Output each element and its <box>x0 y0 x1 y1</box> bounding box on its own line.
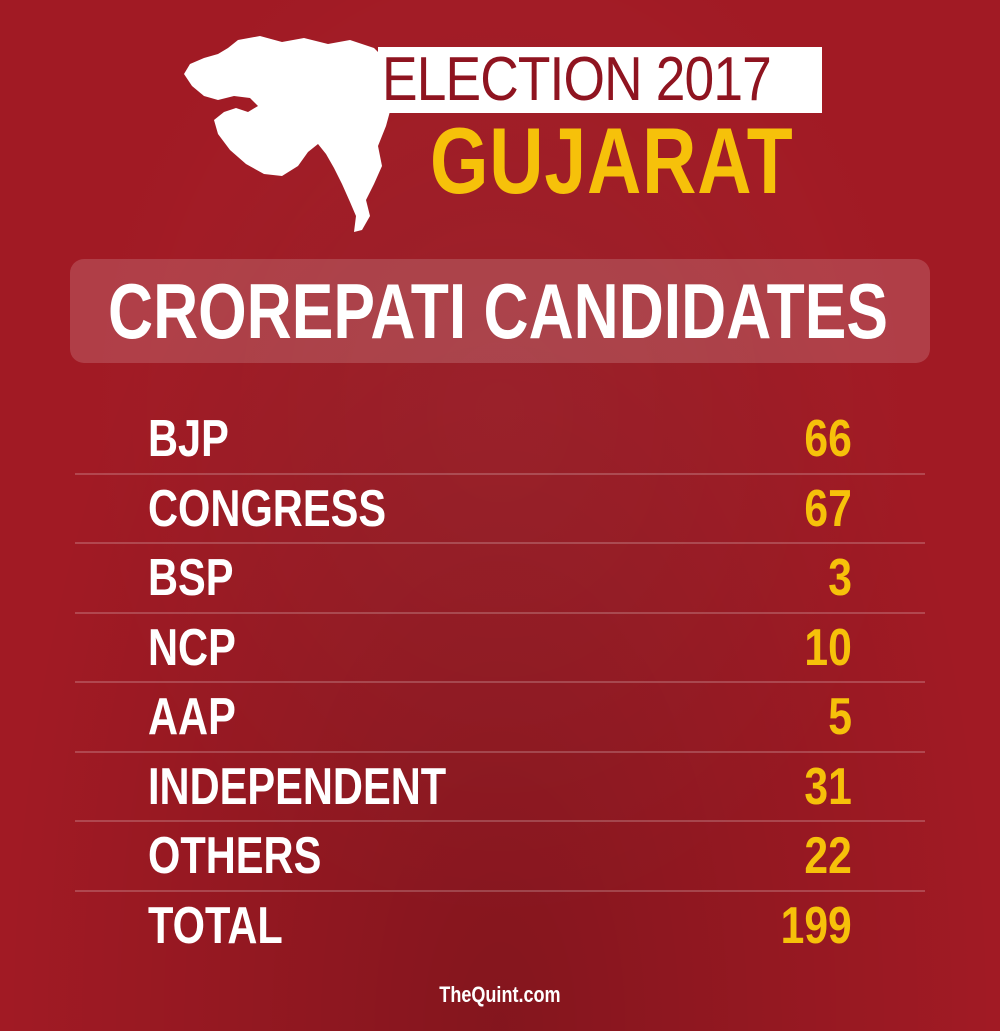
gujarat-map-icon <box>184 36 392 232</box>
heading-bar <box>70 259 930 363</box>
table-row: OTHERS 22 <box>0 822 1000 892</box>
candidate-count: 5 <box>828 688 852 746</box>
source-credit-text: TheQuint.com <box>439 982 561 1007</box>
row-divider <box>75 472 925 475</box>
source-credit: TheQuint.com <box>0 980 1000 1010</box>
row-divider <box>75 542 925 544</box>
row-divider <box>75 681 925 683</box>
total-count: 199 <box>780 896 852 955</box>
table-row-total: TOTAL 199 <box>0 892 1000 962</box>
party-name: BSP <box>148 549 234 607</box>
table-row: CONGRESS 67 <box>0 475 1000 544</box>
election-title: ELECTION 2017 <box>382 47 772 113</box>
table-row: INDEPENDENT 31 <box>0 753 1000 822</box>
party-name: BJP <box>148 410 229 468</box>
state-subtitle: GUJARAT <box>430 108 794 213</box>
table-heading: CROREPATI CANDIDATES <box>108 267 888 355</box>
row-divider <box>75 611 925 614</box>
party-name: NCP <box>148 618 236 677</box>
row-divider <box>75 820 925 822</box>
total-label: TOTAL <box>148 896 283 955</box>
party-name: INDEPENDENT <box>148 757 447 816</box>
candidate-count: 3 <box>828 549 852 607</box>
candidate-count: 66 <box>804 410 852 468</box>
row-divider <box>75 750 925 753</box>
candidate-count: 10 <box>804 618 852 677</box>
party-name: CONGRESS <box>148 479 387 538</box>
party-name: AAP <box>148 688 236 746</box>
table-row: BSP 3 <box>0 544 1000 614</box>
candidate-count: 67 <box>804 479 852 538</box>
party-name: OTHERS <box>148 827 322 885</box>
table-row: BJP 66 <box>0 405 1000 475</box>
candidate-table: BJP 66 CONGRESS 67 BSP 3 NCP 10 AAP 5 IN… <box>0 405 1000 961</box>
candidate-count: 22 <box>804 827 852 885</box>
candidate-count: 31 <box>804 757 852 816</box>
table-row: NCP 10 <box>0 614 1000 683</box>
row-divider <box>75 889 925 892</box>
election-title-box: ELECTION 2017 <box>378 47 822 113</box>
table-row: AAP 5 <box>0 683 1000 753</box>
